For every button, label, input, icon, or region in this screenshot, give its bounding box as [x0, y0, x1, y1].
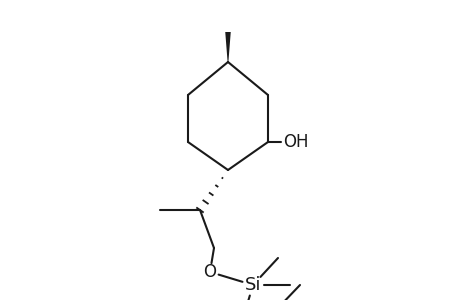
Text: OH: OH	[282, 133, 308, 151]
Polygon shape	[225, 32, 230, 62]
Text: O: O	[203, 263, 216, 281]
Text: Si: Si	[244, 276, 261, 294]
